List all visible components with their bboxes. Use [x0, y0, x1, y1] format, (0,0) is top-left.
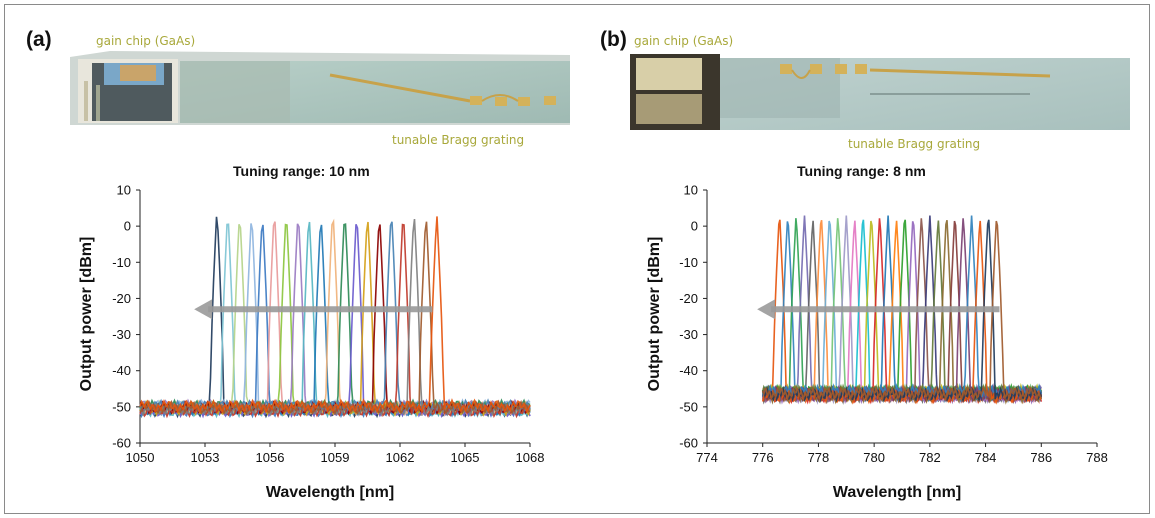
chart-a-plot-area: 1050 1053 1056 1059 1062 1065 1068 10 0 -10 -20 -30…: [112, 183, 544, 466]
chart-b-y-tick-label: -60: [679, 436, 698, 451]
chart-a-title: Tuning range: 10 nm: [233, 163, 370, 179]
chart-a-y-tick-label: 0: [124, 219, 131, 234]
chart-a-x-tick-label: 1050: [126, 450, 155, 465]
chart-a-y-tick-label: 10: [117, 183, 131, 198]
chart-b-ylabel: Output power [dBm]: [646, 237, 663, 392]
panel-a-grating-label: tunable Bragg grating: [392, 133, 525, 147]
panel-a-chip-photo: [70, 51, 570, 125]
chart-b-xlabel: Wavelength [nm]: [833, 484, 961, 501]
chart-a-y-tick-label: -60: [112, 436, 131, 451]
chart-b-x-tick-label: 788: [1086, 450, 1108, 465]
chart-a-y-tick-label: -20: [112, 291, 131, 306]
panel-b-letter: (b): [600, 28, 627, 51]
chart-b-plot-area: 774 776 778 780 782 784 786 788 10 0 -10 -20 -30 -40 -…: [679, 183, 1108, 466]
chart-b-y-tick-label: 0: [691, 219, 698, 234]
chart-a-y-tick-label: -30: [112, 327, 131, 342]
chart-a-x-tick-label: 1065: [451, 450, 480, 465]
chart-a-y-tick-label: -50: [112, 399, 131, 414]
chart-b-x-tick-label: 778: [808, 450, 830, 465]
chart-b-y-tick-label: -30: [679, 327, 698, 342]
chart-b-x-tick-label: 782: [919, 450, 941, 465]
chart-b-x-tick-label: 776: [752, 450, 774, 465]
chart-a-y-tick-label: -40: [112, 363, 131, 378]
panel-a-letter: (a): [26, 28, 52, 51]
chart-b-y-tick-label: 10: [684, 183, 698, 198]
chart-a-y-tick-label: -10: [112, 255, 131, 270]
chart-a-x-tick-label: 1053: [191, 450, 220, 465]
chart-a-x-tick-label: 1059: [321, 450, 350, 465]
chart-b-x-tick-label: 774: [696, 450, 718, 465]
chart-b-x-tick-label: 780: [863, 450, 885, 465]
figure-frame: [4, 4, 1150, 514]
chart-a-x-tick-label: 1068: [516, 450, 545, 465]
panel-b-chip-drawing: [630, 50, 1130, 134]
panel-b-chip-photo: [630, 50, 1130, 134]
panel-b-gain-chip-label: gain chip (GaAs): [634, 34, 734, 48]
chart-a-x-tick-label: 1056: [256, 450, 285, 465]
panel-a-gain-chip-label: gain chip (GaAs): [96, 34, 196, 48]
chart-a-arrow-head: [194, 299, 213, 320]
chart-b-x-tick-label: 786: [1030, 450, 1052, 465]
chart-b-x-tick-label: 784: [975, 450, 997, 465]
chart-b-y-tick-label: -50: [679, 399, 698, 414]
panel-b-grating-label: tunable Bragg grating: [848, 137, 981, 151]
chart-b-arrow-head: [757, 299, 776, 320]
chart-a-series-line: [139, 216, 531, 415]
chart-b-series-line: [761, 220, 1042, 402]
panel-a-chip-drawing: [70, 51, 570, 125]
chart-b-y-tick-label: -20: [679, 291, 698, 306]
chart-a-ylabel: Output power [dBm]: [78, 237, 95, 392]
chart-a-x-tick-label: 1062: [386, 450, 415, 465]
chart-b-y-tick-label: -40: [679, 363, 698, 378]
chart-a-xlabel: Wavelength [nm]: [266, 484, 394, 501]
chart-b-title: Tuning range: 8 nm: [797, 163, 926, 179]
chart-b-y-tick-label: -10: [679, 255, 698, 270]
